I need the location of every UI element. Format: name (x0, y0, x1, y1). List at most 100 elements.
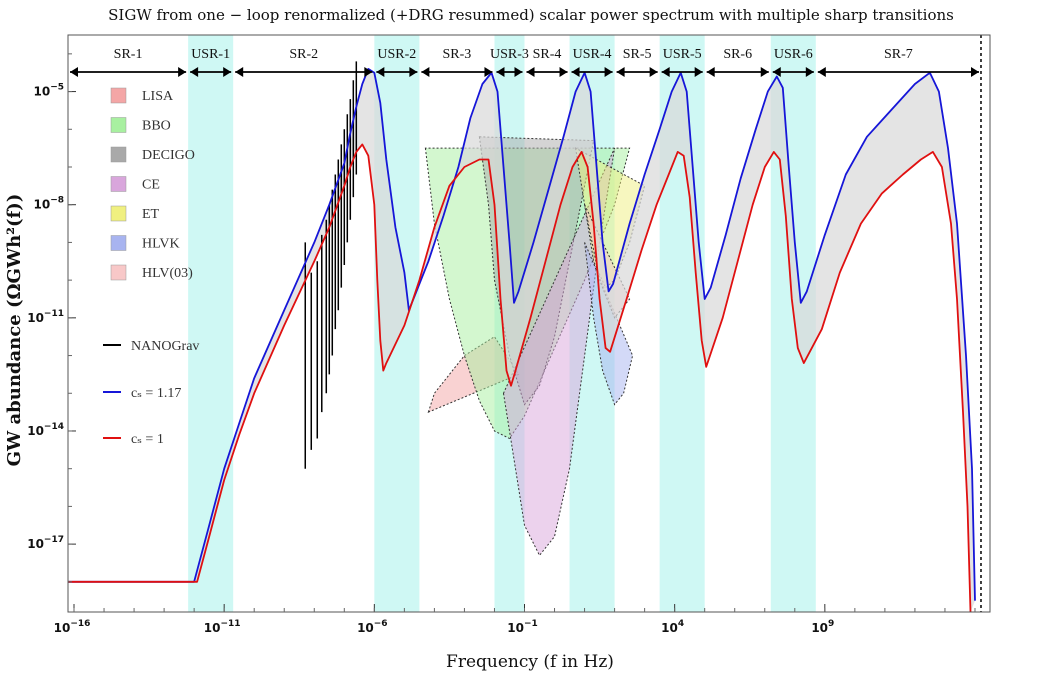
legend-swatch (110, 235, 127, 251)
legend-swatch (110, 146, 127, 163)
region-sr-4: SR-4 (526, 47, 568, 77)
plot-frame (67, 34, 991, 613)
region-label: SR-6 (723, 47, 752, 62)
legend-swatch (110, 264, 127, 281)
region-label: USR-1 (191, 47, 230, 62)
region-usr-4: USR-4 (571, 47, 613, 77)
legend-label: HLVK (142, 237, 180, 252)
legend-item: cₛ = 1.17 (103, 386, 181, 401)
region-label: SR-1 (114, 47, 143, 62)
region-arrowhead-right (760, 67, 769, 77)
region-arrowhead-left (190, 67, 199, 77)
y-tick-label: 10−5 (33, 83, 64, 99)
legend-label: cₛ = 1 (131, 432, 164, 447)
y-axis-ticks: 10−5 10−8 10−11 10−14 10−17 (27, 53, 76, 583)
region-label: USR-4 (573, 47, 612, 62)
y-tick-label: 10−11 (27, 309, 64, 325)
region-label: SR-3 (443, 47, 472, 62)
legend-label: NANOGrav (131, 339, 199, 354)
region-arrowhead-left (571, 67, 580, 77)
region-arrowhead-left (706, 67, 715, 77)
region-arrowhead-left (376, 67, 385, 77)
legend-item: NANOGrav (103, 339, 199, 354)
fill-between-polygon (68, 68, 975, 612)
x-axis-ticks: 10−16 10−11 10−6 10−1 104 109 (54, 604, 976, 635)
region-sr-1: SR-1 (70, 47, 187, 77)
region-usr-5: USR-5 (661, 47, 703, 77)
y-tick-label: 10−14 (27, 422, 64, 438)
region-arrowhead-right (649, 67, 658, 77)
region-arrowhead-right (364, 67, 373, 77)
region-arrowhead-right (694, 67, 703, 77)
region-arrowhead-left (772, 67, 781, 77)
region-label: SR-4 (533, 47, 562, 62)
legend-item: HLVK (110, 235, 180, 252)
legend-item: HLV(03) (110, 264, 193, 281)
plot-border (67, 34, 991, 613)
region-arrowhead-right (178, 67, 187, 77)
legend-label: HLV(03) (142, 266, 193, 281)
region-arrowhead-left (661, 67, 670, 77)
region-arrowhead-right (559, 67, 568, 77)
legend-swatch (110, 205, 127, 222)
region-arrowhead-left (526, 67, 535, 77)
region-arrowhead-right (484, 67, 493, 77)
x-tick-label: 10−11 (204, 619, 241, 635)
legend-label: cₛ = 1.17 (131, 386, 181, 401)
region-arrowhead-left (235, 67, 244, 77)
y-tick-label: 10−8 (33, 196, 64, 212)
region-arrowhead-right (604, 67, 613, 77)
region-usr-3: USR-3 (490, 47, 529, 77)
region-label: USR-2 (377, 47, 416, 62)
series-cs-1 (68, 143, 972, 613)
legend-label: LISA (142, 89, 174, 104)
legend-swatch (110, 176, 127, 192)
region-arrowhead-left (421, 67, 430, 77)
region-arrowhead-left (496, 67, 505, 77)
band-usr-1 (188, 35, 234, 612)
legend-label: BBO (142, 119, 171, 134)
legend: LISA BBO DECIGO CE ET HLVK HLV(03) NANOGrav cₛ =… (103, 87, 199, 447)
region-sr-5: SR-5 (616, 47, 658, 77)
region-label: USR-3 (490, 47, 529, 62)
legend-item: cₛ = 1 (103, 432, 164, 447)
region-sr-2: SR-2 (235, 47, 373, 77)
legend-swatch (110, 87, 127, 104)
region-arrowhead-right (514, 67, 523, 77)
x-tick-label: 104 (661, 619, 684, 635)
legend-item: DECIGO (110, 146, 195, 163)
region-arrowhead-right (970, 67, 979, 77)
chart-title: SIGW from one − loop renormalized (+DRG … (108, 6, 954, 24)
x-tick-label: 10−6 (357, 619, 388, 635)
legend-swatch (110, 117, 127, 133)
region-arrows: SR-1 USR-1 SR-2 USR-2 SR-3 USR-3 SR-4 USR-4 SR-5… (70, 47, 979, 77)
region-usr-6: USR-6 (772, 47, 814, 77)
legend-item: LISA (110, 87, 174, 104)
legend-label: DECIGO (142, 148, 195, 163)
region-arrowhead-left (817, 67, 826, 77)
region-label: USR-6 (774, 47, 813, 62)
region-usr-1: USR-1 (190, 47, 232, 77)
region-label: SR-7 (884, 47, 913, 62)
fill-between-area (68, 68, 975, 612)
x-tick-label: 10−1 (507, 619, 538, 635)
y-axis-title: GW abundance (ΩGWh²(f)) (4, 194, 25, 467)
region-arrowhead-right (409, 67, 418, 77)
y-tick-label: 10−17 (27, 535, 64, 551)
region-sr-6: SR-6 (706, 47, 769, 77)
region-arrowhead-left (70, 67, 78, 77)
x-axis-title: Frequency (f in Hz) (446, 652, 614, 672)
region-sr-3: SR-3 (421, 47, 493, 77)
legend-item: CE (110, 176, 160, 193)
region-arrowhead-right (223, 67, 232, 77)
x-tick-label: 109 (811, 619, 834, 635)
x-tick-label: 10−16 (54, 619, 91, 635)
region-sr-7: SR-7 (817, 47, 979, 77)
legend-label: ET (142, 207, 160, 222)
region-label: SR-2 (289, 47, 318, 62)
region-label: SR-5 (623, 47, 652, 62)
legend-item: BBO (110, 117, 171, 134)
region-arrowhead-left (616, 67, 625, 77)
region-label: USR-5 (663, 47, 702, 62)
